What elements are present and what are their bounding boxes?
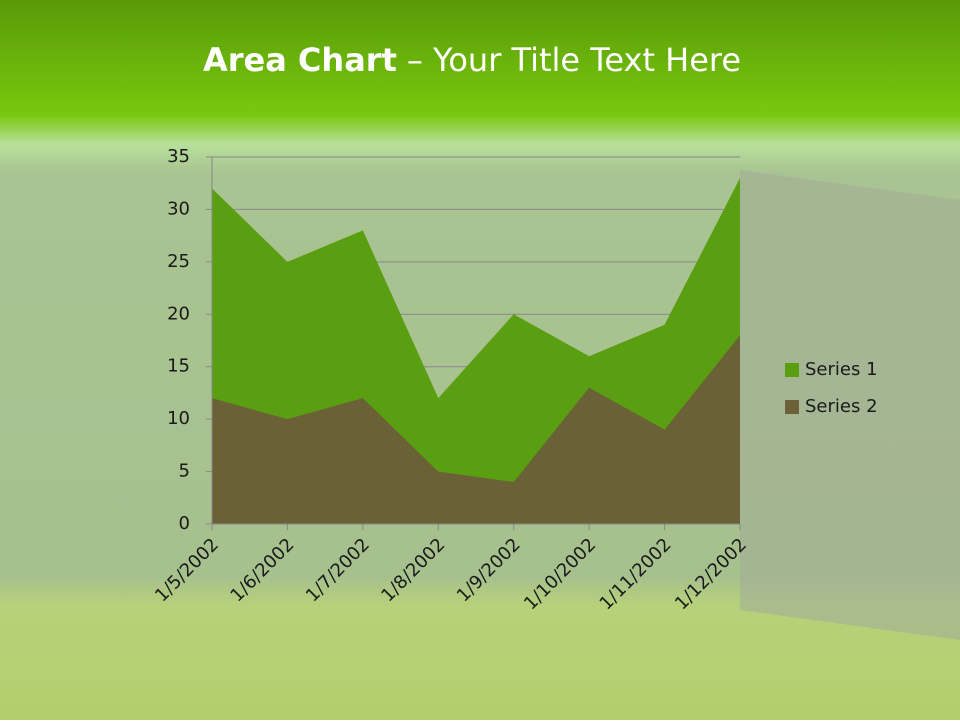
legend-swatch [785, 400, 799, 414]
y-tick-label: 15 [167, 356, 190, 377]
y-tick-label: 25 [167, 251, 190, 272]
y-tick-label: 20 [167, 303, 190, 324]
y-tick-label: 30 [167, 198, 190, 219]
area [212, 335, 740, 524]
legend-label: Series 1 [805, 359, 878, 380]
y-tick-label: 0 [179, 513, 190, 534]
y-tick-label: 5 [179, 461, 190, 482]
title: Area Chart – Your Title Text Here [203, 41, 741, 79]
background-wall [740, 170, 960, 640]
title-rest: – Your Title Text Here [407, 41, 741, 79]
y-tick-label: 35 [167, 146, 190, 167]
legend-label: Series 2 [805, 396, 878, 417]
y-tick-label: 10 [167, 408, 190, 429]
title-bold: Area Chart [203, 41, 397, 79]
legend-swatch [785, 363, 799, 377]
